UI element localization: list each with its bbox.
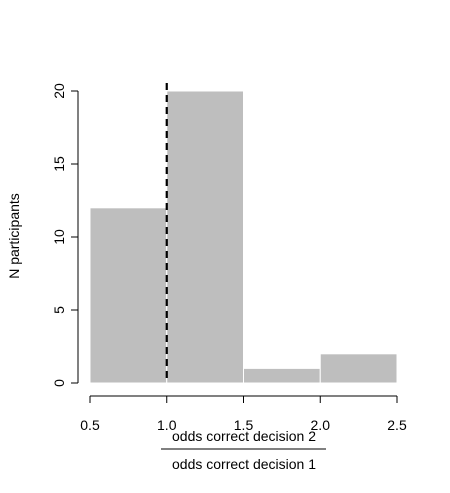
x-tick-label-1: 1.0 bbox=[157, 417, 177, 433]
y-axis: 0 5 10 15 20 bbox=[51, 83, 79, 387]
histogram-bar-3 bbox=[319, 353, 398, 384]
y-axis-label: N participants bbox=[6, 193, 22, 279]
y-tick-label-3: 15 bbox=[51, 156, 67, 172]
x-tick-label-2: 1.5 bbox=[234, 417, 254, 433]
x-axis-label-denominator: odds correct decision 1 bbox=[172, 456, 316, 472]
histogram-bar-0 bbox=[89, 207, 168, 384]
x-tick-label-0: 0.5 bbox=[80, 417, 100, 433]
x-axis: 0.5 1.0 1.5 2.0 2.5 bbox=[80, 395, 407, 433]
x-ticks: 0.5 1.0 1.5 2.0 2.5 bbox=[80, 396, 407, 433]
x-tick-label-4: 2.5 bbox=[387, 417, 407, 433]
bars-group bbox=[89, 90, 398, 384]
histogram-bar-2 bbox=[243, 367, 321, 384]
x-axis-label-numerator: odds correct decision 2 bbox=[172, 428, 316, 444]
y-ticks: 0 5 10 15 20 bbox=[51, 83, 78, 387]
y-tick-label-1: 5 bbox=[51, 306, 67, 314]
histogram-bar-1 bbox=[166, 90, 244, 384]
y-tick-label-4: 20 bbox=[51, 83, 67, 99]
x-tick-label-3: 2.0 bbox=[311, 417, 331, 433]
y-tick-label-0: 0 bbox=[51, 379, 67, 387]
y-tick-label-2: 10 bbox=[51, 229, 67, 245]
